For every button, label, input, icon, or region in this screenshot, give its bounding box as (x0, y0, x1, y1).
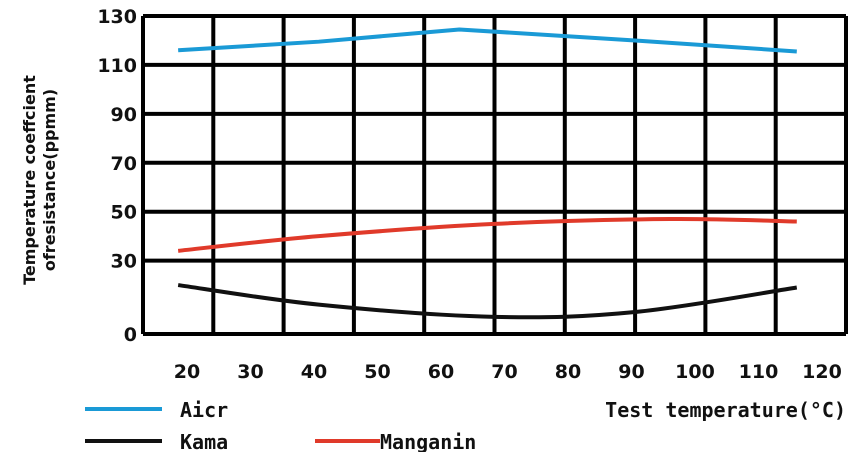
x-tick-label-100: 100 (675, 361, 715, 383)
series-lines (177, 27, 798, 320)
y-tick-label-70: 70 (111, 153, 137, 175)
y-tick-label-130: 130 (97, 6, 137, 28)
y-tick-label-30: 30 (111, 251, 137, 273)
y-tick-label-50: 50 (111, 202, 137, 224)
y-tick-label-110: 110 (97, 55, 137, 77)
x-tick-label-110: 110 (739, 361, 779, 383)
y-tick-label-90: 90 (111, 104, 137, 126)
grid-lines (141, 14, 848, 336)
legend-label-kama: Kama (180, 430, 228, 452)
x-axis-label: Test temperature(°C) (605, 398, 846, 422)
series-line-aicr (178, 27, 797, 54)
y-axis-label-line-1: Temperature coeffcient (20, 75, 39, 285)
x-tick-label-90: 90 (618, 361, 644, 383)
legend: Aicr Kama Manganin (85, 398, 476, 452)
series-line-kama (177, 283, 798, 320)
x-tick-label-80: 80 (555, 361, 581, 383)
x-tick-label-40: 40 (301, 361, 327, 383)
x-tick-labels: 20 30 40 50 60 70 80 90 100 110 120 (174, 361, 842, 383)
series-line-manganin (177, 216, 797, 253)
x-tick-label-20: 20 (174, 361, 200, 383)
y-axis-label-line-2: ofresistance(ppmm) (40, 89, 59, 271)
y-tick-labels: 0 30 50 70 90 110 130 (97, 6, 137, 346)
legend-label-aicr: Aicr (180, 398, 228, 422)
y-tick-label-0: 0 (124, 324, 137, 346)
legend-label-manganin: Manganin (380, 430, 476, 452)
x-tick-label-120: 120 (802, 361, 842, 383)
x-tick-label-60: 60 (428, 361, 454, 383)
x-tick-label-70: 70 (491, 361, 517, 383)
x-tick-label-30: 30 (237, 361, 263, 383)
x-tick-label-50: 50 (364, 361, 390, 383)
